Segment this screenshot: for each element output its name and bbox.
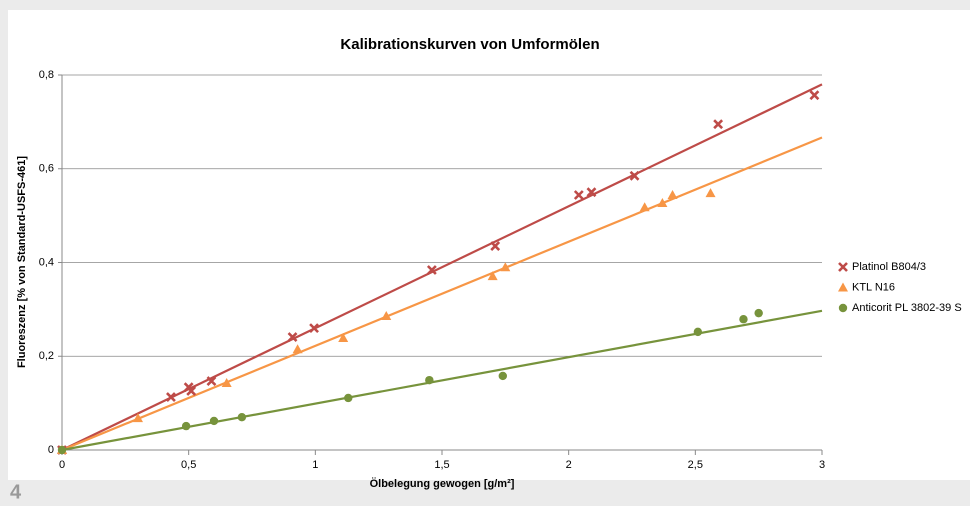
legend-label: KTL N16 (852, 281, 895, 293)
marker-x (713, 119, 724, 130)
marker-triangle (487, 271, 498, 281)
x-tick-label: 1,5 (434, 459, 449, 471)
marker-circle (209, 416, 219, 426)
y-tick-label: 0,6 (39, 163, 54, 175)
marker-triangle (838, 282, 848, 292)
page-number: 4 (10, 481, 22, 503)
y-tick-label: 0 (48, 444, 54, 456)
marker-circle (498, 371, 507, 381)
marker-triangle (381, 310, 392, 320)
marker-triangle (221, 377, 232, 387)
marker-triangle (500, 262, 511, 272)
trendline (61, 136, 823, 452)
x-tick-label: 2 (566, 459, 572, 471)
x-tick-label: 0,5 (181, 459, 196, 471)
legend-label: Anticorit PL 3802-39 S (852, 302, 962, 314)
marker-x (586, 187, 597, 198)
marker-triangle (667, 190, 678, 199)
marker-x (186, 386, 197, 396)
marker-x (166, 392, 176, 402)
marker-x (206, 376, 217, 387)
marker-circle (344, 393, 353, 403)
y-tick-label: 0,2 (39, 350, 54, 362)
marker-triangle (133, 413, 143, 423)
marker-circle (693, 327, 703, 337)
marker-x (287, 332, 298, 342)
marker-circle (57, 445, 67, 455)
marker-circle (237, 412, 247, 422)
y-axis-label: Fluoreszenz [% von Standard-USFS-461] (16, 156, 28, 368)
marker-triangle (705, 188, 716, 198)
legend-label: Platinol B804/3 (852, 261, 926, 273)
x-axis-label: Ölbelegung gewogen [g/m²] (370, 477, 515, 490)
marker-triangle (338, 332, 349, 342)
marker-circle (181, 421, 191, 431)
marker-x (490, 241, 501, 252)
marker-x (426, 265, 437, 275)
marker-triangle (657, 197, 668, 207)
x-tick-label: 1 (312, 459, 318, 471)
marker-triangle (639, 202, 650, 212)
x-tick-label: 3 (819, 459, 825, 471)
marker-x (838, 262, 848, 272)
marker-circle (425, 375, 434, 385)
x-tick-label: 0 (59, 459, 65, 471)
marker-triangle (292, 344, 303, 354)
marker-circle (838, 303, 848, 313)
marker-x (629, 170, 640, 181)
y-tick-label: 0,4 (39, 256, 54, 268)
marker-x (809, 90, 820, 101)
marker-circle (739, 315, 748, 324)
marker-circle (754, 308, 763, 318)
marker-x (573, 190, 584, 200)
marker-x (309, 323, 319, 334)
x-tick-label: 2,5 (688, 459, 703, 471)
chart-title: Kalibrationskurven von Umformölen (340, 36, 599, 53)
y-tick-label: 0,8 (39, 69, 54, 81)
